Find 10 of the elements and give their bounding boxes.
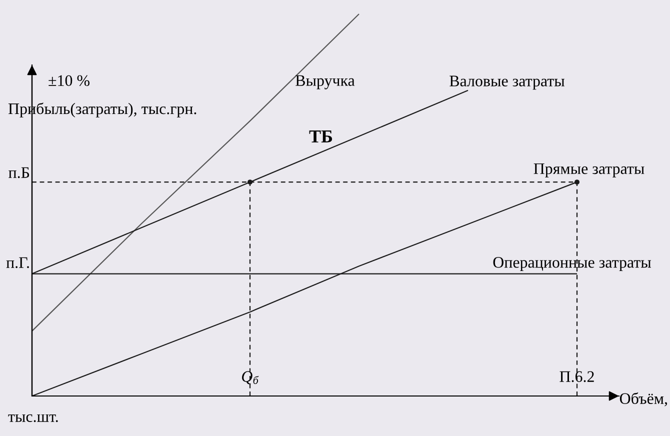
text: п.Г. [6,257,29,268]
series-label: Выручка [296,75,355,90]
series-label: Операционные затраты [493,257,652,271]
annotation: ±10 % [48,75,90,86]
x-tick-label: П.6.2 [560,371,594,382]
annotation: ТБ [309,130,332,142]
series-label: Прямые затраты [534,163,644,178]
series-label: Валовые затраты [450,76,564,90]
text: п.Б [8,167,30,178]
text: Объём, тыс.шт. [8,392,667,422]
